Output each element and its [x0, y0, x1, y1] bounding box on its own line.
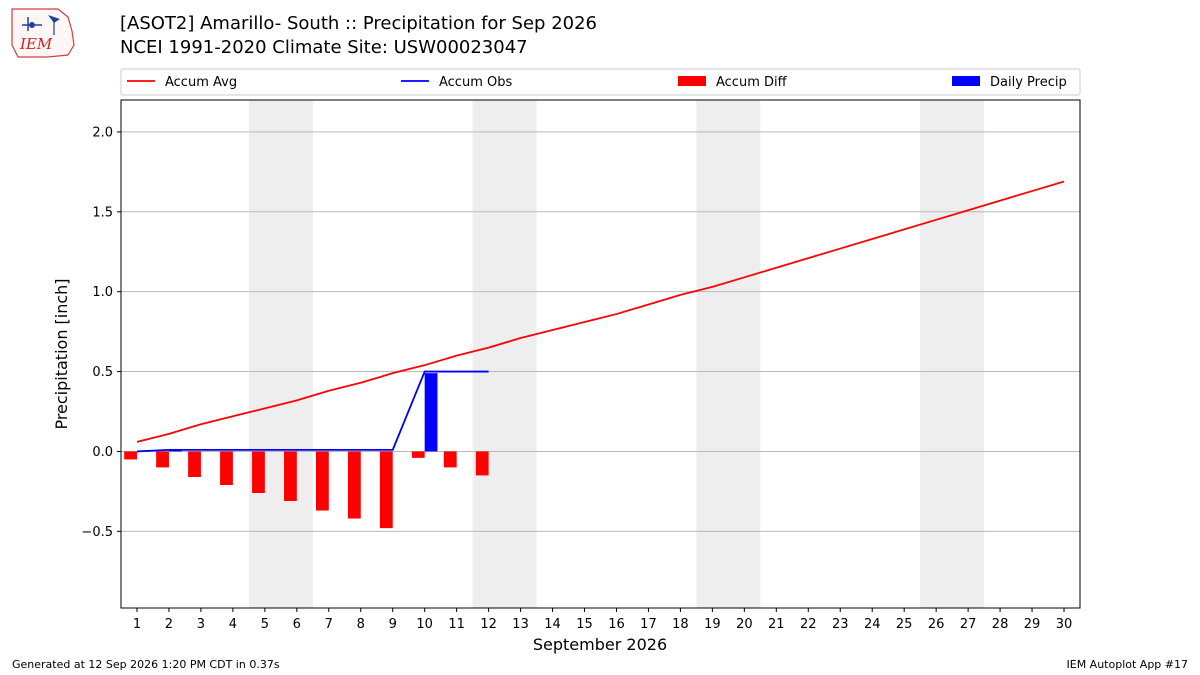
accum-diff-bar [411, 451, 425, 458]
x-tick-label: 25 [896, 617, 913, 632]
y-tick-label: 0.5 [92, 365, 113, 380]
accum-diff-bar [475, 451, 489, 476]
x-tick-label: 15 [576, 617, 593, 632]
legend-label-accum-obs: Accum Obs [439, 75, 512, 90]
x-tick-label: 12 [480, 617, 497, 632]
footer-app-text: IEM Autoplot App #17 [1066, 658, 1189, 671]
x-tick-label: 17 [640, 617, 657, 632]
footer-generated-text: Generated at 12 Sep 2026 1:20 PM CDT in … [12, 658, 280, 671]
legend-swatch-daily-precip [952, 76, 980, 86]
x-tick-label: 14 [544, 617, 561, 632]
x-axis: 1 2 3 4 5 6 7 8 9 10 11 12 13 14 15 16 17 18 19 20 21 22 23 24 2… [133, 608, 1072, 632]
y-tick-label: 2.0 [92, 125, 113, 140]
legend: Accum Avg Accum Obs Accum Diff Daily Precip [120, 68, 1081, 96]
logo-text: IEM [19, 35, 53, 53]
y-gridlines [121, 131, 1080, 532]
y-tick-label: −0.5 [81, 525, 113, 540]
x-tick-label: 5 [261, 617, 269, 632]
x-tick-label: 21 [768, 617, 785, 632]
legend-label-daily-precip: Daily Precip [990, 75, 1067, 90]
bars-layer [124, 373, 489, 529]
weekend-shade [696, 100, 761, 608]
accum-diff-bar [188, 451, 201, 478]
weekend-shade [248, 100, 313, 608]
x-tick-label: 2 [165, 617, 173, 632]
chart-subtitle: NCEI 1991-2020 Climate Site: USW00023047 [120, 37, 528, 58]
x-tick-label: 24 [864, 617, 881, 632]
accum-diff-bar [156, 451, 169, 468]
y-axis-label: Precipitation [inch] [52, 278, 71, 429]
x-tick-label: 10 [416, 617, 433, 632]
x-tick-label: 22 [800, 617, 817, 632]
accum-avg-line [136, 180, 1065, 443]
x-tick-label: 6 [293, 617, 301, 632]
x-tick-label: 19 [704, 617, 721, 632]
accum-diff-bar [347, 451, 361, 519]
x-tick-label: 26 [928, 617, 945, 632]
x-axis-label: September 2026 [533, 635, 667, 654]
x-tick-label: 11 [448, 617, 465, 632]
y-tick-label: 0.0 [92, 445, 113, 460]
legend-swatch-accum-diff [678, 76, 706, 86]
accum-diff-bar [315, 451, 329, 511]
x-tick-label: 8 [357, 617, 365, 632]
weekend-shade [920, 100, 985, 608]
daily-precip-bar [424, 373, 438, 452]
x-tick-label: 27 [960, 617, 977, 632]
x-tick-label: 20 [736, 617, 753, 632]
accum-obs-line [136, 370, 489, 453]
accum-diff-bar [124, 451, 137, 460]
legend-label-accum-diff: Accum Diff [716, 75, 788, 90]
y-axis: −0.5 0.0 0.5 1.0 1.5 2.0 [81, 125, 121, 540]
x-tick-label: 13 [512, 617, 529, 632]
x-tick-label: 29 [1024, 617, 1041, 632]
x-tick-label: 1 [133, 617, 141, 632]
x-tick-label: 16 [608, 617, 625, 632]
x-tick-label: 3 [197, 617, 205, 632]
y-tick-label: 1.5 [92, 205, 113, 220]
x-tick-label: 23 [832, 617, 849, 632]
x-tick-label: 9 [389, 617, 397, 632]
accum-diff-bar [284, 451, 297, 501]
legend-frame [120, 68, 1081, 96]
x-tick-label: 4 [229, 617, 237, 632]
accum-diff-bar [252, 451, 265, 493]
y-tick-label: 1.0 [92, 285, 113, 300]
plot-frame [120, 99, 1081, 609]
x-tick-label: 7 [325, 617, 333, 632]
x-tick-label: 30 [1056, 617, 1073, 632]
weekend-shade [472, 100, 537, 608]
chart-title: [ASOT2] Amarillo- South :: Precipitation… [120, 13, 598, 34]
x-tick-label: 28 [992, 617, 1009, 632]
accum-diff-bar [379, 451, 393, 529]
iem-logo: IEM [11, 8, 75, 58]
accum-diff-bar [220, 451, 233, 485]
x-tick-label: 18 [672, 617, 689, 632]
accum-diff-bar [443, 451, 457, 468]
lines-layer [136, 180, 1065, 453]
legend-label-accum-avg: Accum Avg [165, 75, 237, 90]
weekend-shades [248, 100, 985, 608]
